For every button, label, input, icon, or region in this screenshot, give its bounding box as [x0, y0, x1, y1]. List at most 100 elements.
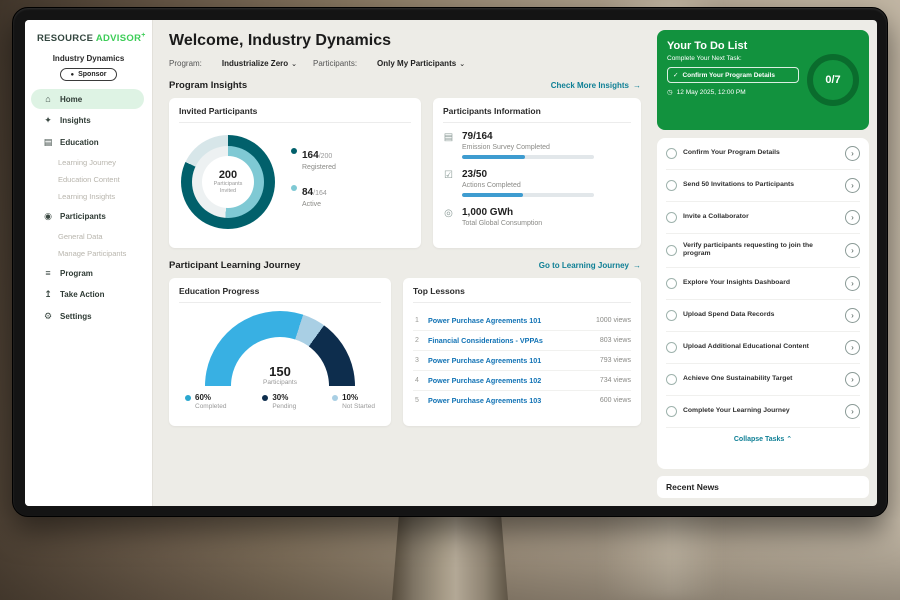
- completed-dot: [185, 394, 191, 401]
- sidebar-item-settings[interactable]: ⚙ Settings: [31, 306, 144, 327]
- sidebar-item-label: Education: [60, 138, 99, 148]
- insights-cards-row: Invited Participants 200 Participants In…: [169, 98, 641, 248]
- sidebar-item-label: Take Action: [60, 290, 105, 300]
- check-more-insights-link[interactable]: Check More Insights →: [551, 81, 641, 90]
- sidebar-item-program[interactable]: ≡ Program: [31, 263, 144, 283]
- task-checkbox[interactable]: [666, 212, 677, 223]
- actions-progress-fill: [462, 193, 523, 197]
- chevron-right-icon: ›: [851, 278, 854, 288]
- sidebar-item-general-data[interactable]: General Data: [58, 232, 103, 242]
- sidebar-item-take-action[interactable]: ↥ Take Action: [31, 284, 144, 305]
- task-chevron-button[interactable]: ›: [845, 275, 860, 291]
- lesson-link[interactable]: Power Purchase Agreements 102: [428, 376, 542, 385]
- active-dot: [291, 185, 297, 191]
- actions-icon: ☑: [444, 170, 453, 181]
- lesson-row[interactable]: 1 Power Purchase Agreements 101 1000 vie…: [413, 311, 631, 331]
- completed-label: Completed: [195, 403, 227, 410]
- lesson-rank: 3: [415, 357, 419, 364]
- sponsor-icon: ●: [70, 71, 75, 78]
- program-select[interactable]: Industrialize Zero ⌄: [222, 59, 297, 68]
- task-chevron-button[interactable]: ›: [845, 307, 860, 323]
- stat-emission-survey: ▤ 79/164 Emission Survey Completed: [443, 131, 631, 159]
- task-checkbox[interactable]: [666, 244, 677, 256]
- task-row[interactable]: Complete Your Learning Journey ›: [666, 396, 860, 428]
- participants-select[interactable]: Only My Participants ⌄: [377, 59, 465, 68]
- task-label: Upload Spend Data Records: [683, 311, 775, 319]
- program-filter-label: Program:: [169, 59, 202, 68]
- legend-pending: 30% Pending: [262, 393, 296, 410]
- task-row[interactable]: Confirm Your Program Details ›: [666, 138, 860, 170]
- chevron-up-icon: ⌃: [786, 435, 793, 443]
- learning-cards-row: Education Progress 150 Participants 60% …: [169, 278, 641, 426]
- sidebar-item-home[interactable]: ⌂ Home: [31, 89, 144, 110]
- lesson-row[interactable]: 3 Power Purchase Agreements 101 793 view…: [413, 351, 631, 371]
- recent-news-header: Recent News: [657, 476, 869, 498]
- task-checkbox[interactable]: [666, 148, 677, 159]
- chevron-right-icon: ›: [851, 374, 854, 384]
- stat-label: Emission Survey Completed: [462, 144, 550, 151]
- task-chevron-button[interactable]: ›: [845, 210, 860, 225]
- task-row[interactable]: Explore Your Insights Dashboard ›: [666, 268, 860, 300]
- sidebar-item-learning-insights[interactable]: Learning Insights: [58, 192, 116, 202]
- task-row[interactable]: Verify participants requesting to join t…: [666, 234, 860, 268]
- chevron-right-icon: ›: [851, 149, 854, 158]
- task-checkbox[interactable]: [666, 180, 677, 191]
- task-checkbox[interactable]: [666, 341, 677, 353]
- participants-icon: ◉: [44, 211, 52, 222]
- sidebar-item-education[interactable]: ▤ Education: [31, 132, 144, 153]
- chevron-right-icon: ›: [851, 310, 854, 320]
- go-to-learning-journey-link[interactable]: Go to Learning Journey →: [539, 261, 641, 270]
- lesson-link[interactable]: Power Purchase Agreements 103: [428, 396, 542, 405]
- not-started-dot: [332, 394, 339, 401]
- task-checkbox[interactable]: [666, 405, 677, 417]
- active-value: 84: [302, 187, 314, 198]
- lesson-row[interactable]: 5 Power Purchase Agreements 103 600 view…: [413, 391, 631, 410]
- stat-actions-completed: ☑ 23/50 Actions Completed: [443, 169, 631, 197]
- active-label: Active: [302, 201, 322, 208]
- collapse-tasks-link[interactable]: Collapse Tasks ⌃: [666, 428, 860, 449]
- next-task-box[interactable]: ✓ Confirm Your Program Details: [667, 67, 799, 83]
- task-chevron-button[interactable]: ›: [845, 339, 860, 355]
- go-to-learning-journey-label: Go to Learning Journey: [538, 261, 629, 270]
- chevron-right-icon: ›: [851, 342, 854, 352]
- lesson-link[interactable]: Power Purchase Agreements 101: [428, 316, 542, 325]
- arrow-right-icon: →: [633, 261, 641, 270]
- task-chevron-button[interactable]: ›: [845, 371, 860, 387]
- task-chevron-button[interactable]: ›: [845, 242, 860, 258]
- filters-row: Program: Industrialize Zero ⌄ Participan…: [169, 59, 641, 68]
- sidebar-item-learning-journey[interactable]: Learning Journey: [58, 158, 116, 168]
- task-chevron-button[interactable]: ›: [845, 403, 860, 419]
- recent-news-title: Recent News: [666, 482, 719, 492]
- sidebar-item-education-content[interactable]: Education Content: [58, 175, 120, 185]
- lesson-row[interactable]: 4 Power Purchase Agreements 102 734 view…: [413, 371, 631, 391]
- registered-label: Registered: [302, 164, 336, 171]
- task-label: Verify participants requesting to join t…: [683, 242, 813, 258]
- participants-select-value: Only My Participants: [377, 59, 457, 68]
- task-checkbox[interactable]: [666, 277, 677, 289]
- sponsor-badge[interactable]: ● Sponsor: [60, 68, 117, 82]
- lesson-row[interactable]: 2 Financial Considerations - VPPAs 803 v…: [413, 331, 631, 351]
- task-row[interactable]: Send 50 Invitations to Participants ›: [666, 170, 860, 202]
- task-row[interactable]: Upload Spend Data Records ›: [666, 300, 860, 332]
- task-row[interactable]: Achieve One Sustainability Target ›: [666, 364, 860, 396]
- sidebar-item-insights[interactable]: ✦ Insights: [31, 110, 144, 131]
- sidebar-item-manage-participants[interactable]: Manage Participants: [58, 249, 127, 259]
- education-icon: ▤: [43, 137, 53, 148]
- sidebar-item-participants[interactable]: ◉ Participants: [31, 206, 144, 227]
- task-row[interactable]: Upload Additional Educational Content ›: [666, 332, 860, 364]
- todo-title: Your To Do List: [667, 40, 748, 52]
- task-chevron-button[interactable]: ›: [845, 146, 860, 161]
- task-checkbox[interactable]: [666, 373, 677, 385]
- lesson-rank: 4: [415, 377, 419, 384]
- lesson-link[interactable]: Power Purchase Agreements 101: [428, 356, 542, 365]
- chevron-down-icon: ⌄: [459, 60, 466, 68]
- task-checkbox[interactable]: [666, 309, 677, 321]
- task-row[interactable]: Invite a Collaborator ›: [666, 202, 860, 234]
- clock-icon: ◷: [667, 89, 673, 96]
- logo-resource: RESOURCE: [37, 33, 94, 45]
- chevron-right-icon: ›: [851, 245, 854, 255]
- task-chevron-button[interactable]: ›: [845, 178, 860, 193]
- lesson-link[interactable]: Financial Considerations - VPPAs: [428, 336, 543, 345]
- chevron-right-icon: ›: [851, 213, 854, 222]
- app-logo: RESOURCE ADVISOR+: [25, 32, 152, 44]
